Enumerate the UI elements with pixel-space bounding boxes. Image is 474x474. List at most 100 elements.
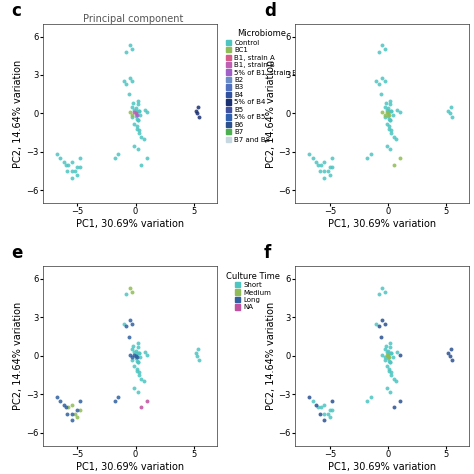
Point (388, 107, 395, 115)
Point (114, 393, 122, 401)
Point (384, 347, 392, 355)
Point (384, 355, 392, 362)
Point (126, 284, 134, 292)
Point (137, 375, 145, 383)
Point (126, 316, 134, 324)
Point (128, 46, 136, 53)
Point (68, 401, 75, 408)
Point (133, 122, 140, 130)
Point (320, 158, 328, 166)
Point (393, 106, 401, 113)
Point (128, 320, 136, 328)
Point (384, 109, 392, 116)
Point (130, 120, 138, 128)
Point (309, 397, 316, 404)
Point (194, 103, 202, 111)
Point (381, 113, 388, 121)
Point (381, 78, 388, 85)
Point (388, 127, 395, 134)
Point (396, 351, 403, 358)
Point (385, 111, 393, 118)
X-axis label: PC1, 30.69% variation: PC1, 30.69% variation (76, 462, 184, 472)
Point (383, 362, 391, 370)
Point (386, 388, 394, 395)
Point (62, 161, 70, 169)
Point (390, 133, 398, 140)
Point (393, 348, 401, 356)
Point (68, 174, 75, 182)
Point (328, 406, 336, 413)
Point (386, 146, 394, 153)
Point (328, 164, 336, 171)
Point (381, 346, 388, 353)
Point (305, 151, 313, 158)
Point (386, 97, 394, 104)
Point (385, 349, 393, 357)
Point (389, 111, 396, 118)
Point (385, 107, 393, 115)
Point (135, 107, 143, 115)
Legend: Control, BC1, B1, strain A, B1, strain B, 5% of B1, strain B, B2, B3, B4, 5% of : Control, BC1, B1, strain A, B1, strain B… (224, 27, 299, 145)
Point (383, 120, 391, 128)
Point (384, 351, 392, 358)
Point (128, 288, 136, 295)
Point (134, 116, 142, 124)
Point (390, 375, 398, 383)
Point (385, 357, 393, 365)
Point (316, 167, 323, 175)
Point (111, 397, 118, 404)
Point (62, 403, 70, 411)
Point (129, 342, 137, 349)
Point (385, 367, 393, 375)
Point (126, 42, 134, 49)
Point (388, 349, 395, 357)
Point (134, 146, 142, 153)
Point (129, 100, 137, 107)
Point (130, 362, 138, 370)
Point (141, 348, 149, 356)
Point (132, 109, 139, 117)
Point (114, 151, 122, 158)
Point (316, 410, 323, 417)
Point (382, 100, 390, 107)
Point (134, 97, 142, 104)
Point (390, 161, 398, 169)
Point (385, 365, 393, 373)
Point (326, 413, 334, 421)
Point (446, 352, 453, 360)
Point (111, 155, 118, 162)
Point (73, 164, 81, 171)
Y-axis label: PC2, 14.64% variation: PC2, 14.64% variation (266, 59, 276, 168)
Point (130, 109, 138, 116)
Point (326, 171, 334, 179)
Point (132, 105, 139, 112)
Point (389, 353, 396, 361)
Point (381, 288, 388, 295)
Point (312, 158, 320, 166)
Point (381, 353, 388, 361)
Text: d: d (264, 2, 276, 20)
Point (60, 401, 67, 408)
Point (386, 343, 394, 351)
Point (120, 320, 128, 328)
Point (367, 151, 374, 158)
Point (72, 410, 79, 417)
Point (133, 115, 140, 122)
Point (320, 416, 328, 424)
Point (134, 388, 142, 395)
Point (134, 358, 142, 366)
Point (134, 339, 142, 347)
Point (128, 103, 136, 111)
Point (363, 397, 371, 404)
Point (143, 397, 151, 404)
Point (445, 349, 452, 357)
Point (73, 406, 81, 413)
Point (133, 357, 140, 365)
Point (384, 352, 392, 360)
Point (134, 100, 142, 108)
Point (132, 352, 139, 360)
Point (193, 352, 201, 360)
Point (137, 403, 145, 411)
Point (122, 322, 130, 330)
Legend: Short, Medium, Long, NA: Short, Medium, Long, NA (224, 270, 282, 312)
